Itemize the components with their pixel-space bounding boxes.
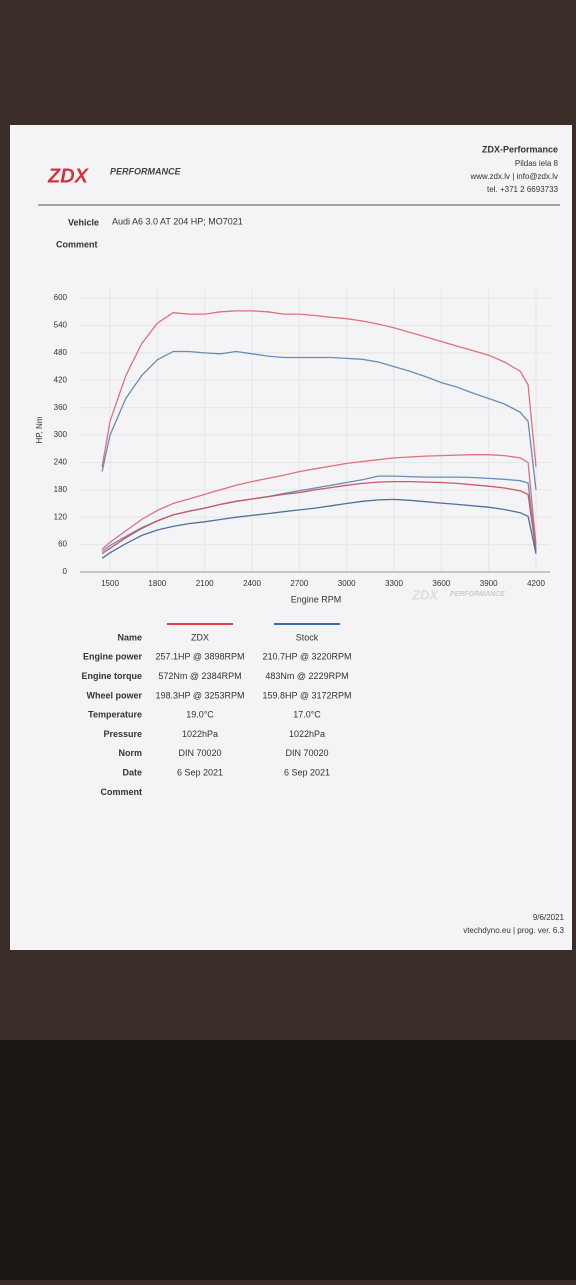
address: Pildas iela 8	[515, 159, 559, 168]
table-cell: 19.0°C	[186, 710, 214, 720]
table-cell: 198.3HP @ 3253RPM	[155, 690, 244, 700]
vehicle-value: Audi A6 3.0 AT 204 HP; MO7021	[112, 216, 243, 226]
table-cell: 572Nm @ 2384RPM	[158, 671, 241, 681]
table-cell: 483Nm @ 2229RPM	[265, 671, 348, 681]
table-cell: 159.8HP @ 3172RPM	[262, 690, 351, 700]
table-cell: Date	[122, 767, 142, 777]
table-cell: 6 Sep 2021	[177, 767, 223, 777]
table-cell: Comment	[100, 787, 142, 797]
y-tick-label: 240	[54, 458, 68, 467]
y-axis-label: HP, Nm	[35, 416, 44, 443]
footer-software: vtechdyno.eu | prog. ver. 6.3	[463, 926, 564, 935]
table-header: ZDX	[191, 632, 209, 642]
line	[101, 498, 537, 559]
x-tick-label: 3000	[338, 579, 356, 588]
comment-label: Comment	[56, 239, 98, 249]
x-tick-label: 3300	[385, 579, 403, 588]
table-cell: Temperature	[88, 710, 142, 720]
x-tick-label: 4200	[527, 579, 545, 588]
x-tick-label: 2700	[290, 579, 308, 588]
table-cell: Engine power	[83, 652, 143, 662]
y-tick-label: 600	[54, 293, 68, 302]
table-cell: Wheel power	[86, 690, 142, 700]
y-tick-label: 120	[54, 512, 68, 521]
line	[101, 350, 537, 490]
logo: ZDX	[47, 165, 90, 187]
x-tick-label: 3900	[480, 579, 498, 588]
table-header: Name	[117, 632, 142, 642]
watermark-sub: PERFORMANCE	[450, 591, 505, 598]
phone: tel. +371 2 6693733	[487, 185, 559, 194]
table-cell: 1022hPa	[289, 729, 325, 739]
table-cell: DIN 70020	[285, 748, 328, 758]
x-tick-label: 3600	[432, 579, 450, 588]
logo-sub: PERFORMANCE	[110, 166, 181, 176]
vehicle-label: Vehicle	[68, 217, 99, 227]
table-cell: Engine torque	[82, 671, 143, 681]
y-tick-label: 180	[54, 485, 68, 494]
paper	[10, 125, 572, 950]
y-tick-label: 540	[54, 321, 68, 330]
x-axis-label: Engine RPM	[291, 594, 342, 604]
line	[101, 454, 537, 550]
web: www.zdx.lv | info@zdx.lv	[469, 172, 558, 181]
footer-date: 9/6/2021	[533, 913, 565, 922]
x-tick-label: 2100	[196, 579, 214, 588]
table-cell: 210.7HP @ 3220RPM	[262, 652, 351, 662]
table-cell: 1022hPa	[182, 729, 218, 739]
x-tick-label: 2400	[243, 579, 261, 588]
y-tick-label: 480	[54, 348, 68, 357]
y-tick-label: 60	[58, 540, 67, 549]
table-cell: 257.1HP @ 3898RPM	[155, 652, 244, 662]
table-cell: 6 Sep 2021	[284, 767, 330, 777]
watermark: ZDX	[411, 587, 439, 602]
line	[101, 480, 537, 555]
y-tick-label: 300	[54, 430, 68, 439]
table-cell: Norm	[118, 748, 142, 758]
table-header: Stock	[296, 632, 319, 642]
y-tick-label: 0	[63, 567, 68, 576]
x-tick-label: 1800	[148, 579, 166, 588]
shirt	[0, 1040, 576, 1280]
table-cell: DIN 70020	[178, 748, 221, 758]
table-cell: Pressure	[103, 729, 142, 739]
table-cell: 17.0°C	[293, 710, 321, 720]
line	[101, 310, 537, 468]
x-tick-label: 1500	[101, 579, 119, 588]
company: ZDX-Performance	[482, 144, 558, 154]
y-tick-label: 360	[54, 403, 68, 412]
y-tick-label: 420	[54, 375, 68, 384]
